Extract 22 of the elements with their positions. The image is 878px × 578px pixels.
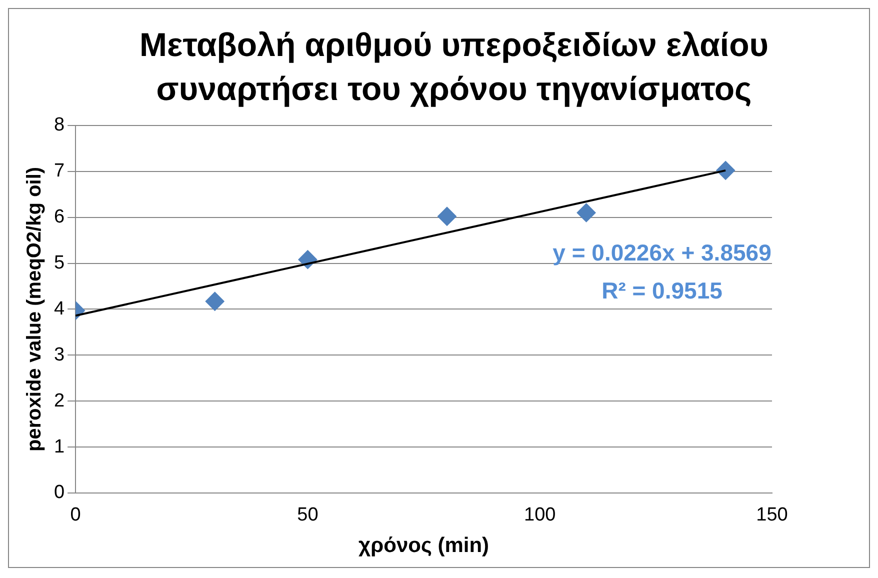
chart-title: Μεταβολή αριθμού υπεροξειδίων ελαίου συναρτήσει του χρόνου τηγανίσματος bbox=[138, 25, 770, 109]
x-axis-title: χρόνος (min) bbox=[358, 534, 490, 558]
y-tick-label: 2 bbox=[54, 390, 65, 412]
y-tick-label: 8 bbox=[54, 114, 65, 136]
y-tick-label: 0 bbox=[54, 482, 65, 504]
y-axis-title: peroxide value (meqO2/kg oil) bbox=[24, 166, 46, 452]
x-tick-label: 50 bbox=[297, 504, 318, 526]
annotation: R² = 0.9515 bbox=[602, 277, 723, 304]
y-tick-label: 5 bbox=[54, 252, 65, 274]
point bbox=[438, 206, 456, 226]
point bbox=[716, 160, 736, 180]
x-tick-label: 100 bbox=[524, 504, 556, 526]
x-tick-label: 0 bbox=[70, 504, 81, 526]
annotation: y = 0.0226x + 3.8569 bbox=[552, 239, 772, 266]
y-tick-label: 4 bbox=[54, 298, 65, 320]
y-tick-label: 7 bbox=[54, 160, 65, 182]
y-tick-label: 6 bbox=[54, 206, 65, 228]
point bbox=[205, 292, 224, 311]
y-tick-label: 3 bbox=[54, 344, 65, 366]
y-tick-label: 1 bbox=[54, 436, 65, 458]
point bbox=[576, 203, 596, 222]
x-tick-label: 150 bbox=[756, 504, 788, 526]
